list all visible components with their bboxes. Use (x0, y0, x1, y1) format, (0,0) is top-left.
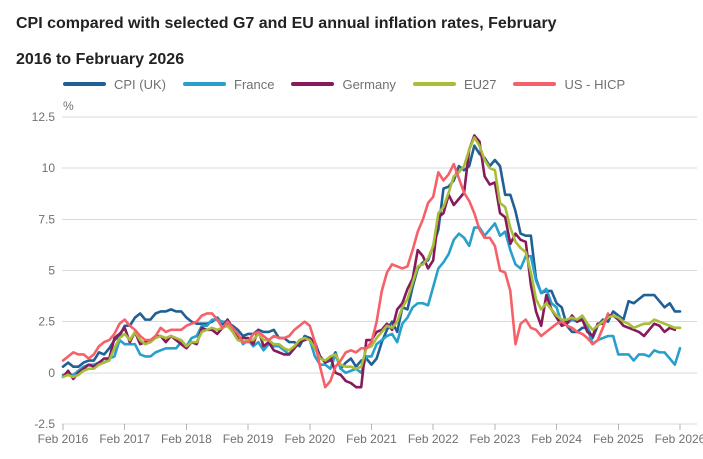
series-line-germany (61, 134, 677, 389)
x-axis-tick-label: Feb 2018 (161, 432, 212, 446)
series-line-us-hicp (61, 162, 610, 389)
legend-swatch-eu27 (412, 82, 456, 86)
x-axis-tick-label: Feb 2026 (655, 432, 703, 446)
x-axis-tick-label: Feb 2019 (223, 432, 274, 446)
y-axis-unit-label: % (63, 99, 74, 113)
series-line-eu27 (61, 136, 682, 379)
chart-title: CPI compared with selected G7 and EU ann… (16, 6, 557, 78)
x-axis-tick-label: Feb 2025 (593, 432, 644, 446)
chart-legend: CPI (UK) France Germany EU27 US - HICP (63, 76, 625, 92)
legend-label-eu27: EU27 (463, 76, 497, 92)
y-axis-tick-label: 10 (42, 161, 56, 175)
legend-label-cpi-uk: CPI (UK) (114, 76, 166, 92)
y-axis-tick-label: 2.5 (38, 315, 55, 329)
legend-item-france[interactable]: France (183, 77, 274, 92)
y-axis-tick-label: -2.5 (34, 417, 55, 431)
legend-item-eu27[interactable]: EU27 (412, 76, 497, 92)
x-axis-tick-label: Feb 2020 (284, 432, 335, 446)
legend-item-us-hicp[interactable]: US - HICP (513, 77, 625, 92)
legend-swatch-us-hicp (513, 82, 557, 86)
x-axis-tick-label: Feb 2024 (531, 432, 582, 446)
legend-label-us-hicp: US - HICP (564, 76, 626, 92)
y-axis-tick-label: 5 (48, 264, 55, 278)
chart-title-line-2: 2016 to February 2026 (16, 51, 185, 68)
y-axis-tick-label: 12.5 (32, 110, 56, 124)
y-axis-tick-label: 7.5 (38, 212, 55, 226)
x-axis-tick-label: Feb 2022 (408, 432, 459, 446)
x-axis-tick-label: Feb 2016 (38, 432, 89, 446)
legend-swatch-france (183, 82, 226, 86)
legend-item-cpi-uk[interactable]: CPI (UK) (63, 77, 166, 92)
legend-swatch-cpi-uk (63, 82, 106, 86)
legend-label-germany: Germany (342, 76, 396, 92)
chart-title-line-1: CPI compared with selected G7 and EU ann… (16, 15, 557, 32)
legend-item-germany[interactable]: Germany (291, 76, 396, 92)
x-axis-tick-label: Feb 2021 (346, 432, 397, 446)
x-axis-tick-label: Feb 2017 (99, 432, 150, 446)
series-line-france (61, 222, 682, 377)
legend-label-france: France (234, 76, 275, 92)
x-axis-tick-label: Feb 2023 (470, 432, 521, 446)
legend-swatch-germany (291, 82, 335, 86)
y-axis-tick-label: 0 (48, 366, 55, 380)
